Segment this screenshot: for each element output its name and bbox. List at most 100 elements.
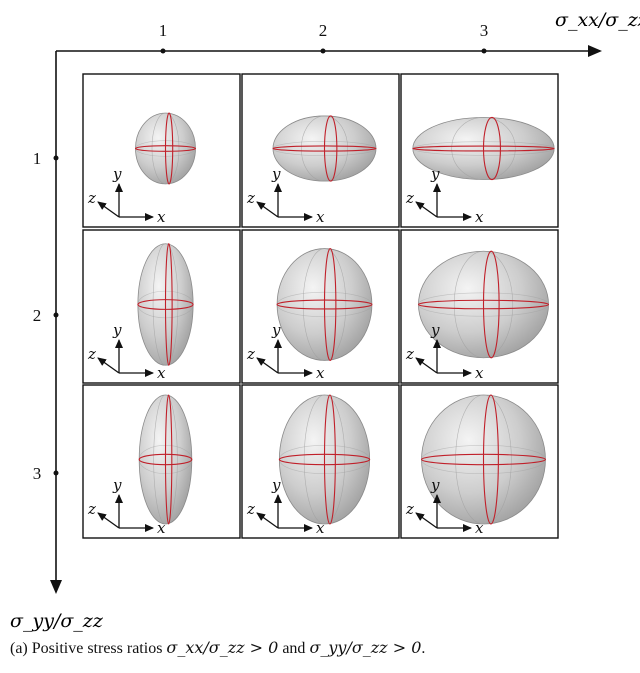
x-tick-dot [481, 48, 487, 54]
triad-y-label: y [430, 165, 440, 183]
triad-z-arrow [97, 512, 120, 529]
panel-3-1: x yz [82, 384, 241, 539]
y-tick-label-1: 1 [33, 149, 42, 168]
triad-z-arrow [256, 512, 279, 529]
mesh-line [303, 394, 346, 525]
triad-y-label: y [112, 321, 122, 339]
caption-suffix: . [421, 640, 426, 657]
meridian-curve [323, 394, 336, 525]
triad-y-label: y [430, 321, 440, 339]
mesh-line [153, 394, 178, 525]
coordinate-triad: x yz [405, 321, 484, 382]
triad-z-arrow [97, 357, 120, 374]
panel-2-3: x yz [400, 229, 559, 384]
y-tick-dot [53, 312, 59, 318]
meridian-curve [323, 248, 337, 361]
mesh-line [451, 117, 516, 180]
caption-expression-1: σ_xx/σ_zz > 0 [166, 638, 279, 657]
meridian-curve [164, 394, 173, 525]
triad-x-label: x [475, 208, 484, 226]
x-axis-ticks: 1 2 3 [159, 21, 488, 54]
caption-prefix: (a) Positive stress ratios [10, 640, 167, 657]
y-tick-label-2: 2 [33, 306, 42, 325]
triad-z-label: z [87, 345, 96, 363]
y-axis-ticks: 1 2 3 [33, 149, 59, 483]
triad-x-label: x [475, 519, 484, 537]
coordinate-triad: x yz [246, 476, 325, 537]
triad-y-label: y [271, 476, 281, 494]
meridian-curve [482, 116, 502, 181]
ellipsoid [417, 250, 550, 359]
triad-z-arrow [256, 357, 279, 374]
ellipsoid [412, 116, 555, 181]
coordinate-triad: x yz [405, 165, 484, 226]
panel-2-1: x yz [82, 229, 241, 384]
meridian-curve [323, 115, 338, 182]
triad-z-arrow [97, 201, 120, 218]
triad-z-label: z [405, 345, 414, 363]
triad-z-arrow [415, 512, 438, 529]
mesh-line [455, 394, 512, 525]
mesh-line [453, 250, 514, 359]
panel-1-2: x yz [241, 73, 400, 228]
mesh-line [301, 115, 348, 182]
triad-y-label: y [271, 321, 281, 339]
meridian-curve [482, 250, 500, 359]
triad-z-label: z [405, 500, 414, 518]
ellipsoid [276, 248, 373, 361]
caption-joiner: and [278, 640, 310, 657]
panel-3-3: x yz [400, 384, 559, 539]
ellipsoid [134, 112, 197, 185]
caption-expression-2: σ_yy/σ_zz > 0 [309, 638, 422, 657]
x-tick-label-1: 1 [159, 21, 168, 40]
y-tick-dot [53, 470, 59, 476]
ellipsoid [421, 394, 546, 525]
triad-z-arrow [415, 357, 438, 374]
triad-z-label: z [405, 189, 414, 207]
coordinate-triad: x yz [87, 321, 166, 382]
panel-3-2: x yz [241, 384, 400, 539]
x-tick-dot [160, 48, 166, 54]
triad-z-label: z [87, 500, 96, 518]
ellipsoid [278, 394, 371, 525]
triad-x-label: x [157, 364, 166, 382]
panel-1-3: x yz [400, 73, 559, 228]
triad-x-label: x [475, 364, 484, 382]
triad-z-label: z [246, 500, 255, 518]
triad-x-label: x [316, 519, 325, 537]
panel-1-1: x yz [82, 73, 241, 228]
triad-x-label: x [157, 519, 166, 537]
mesh-line [302, 248, 347, 361]
triad-y-label: y [430, 476, 440, 494]
ellipsoid [272, 115, 377, 182]
x-axis-title: σ_xx/σ_zz [555, 9, 640, 31]
y-axis-title: σ_yy/σ_zz [10, 610, 104, 632]
triad-z-arrow [256, 201, 279, 218]
coordinate-triad: x yz [87, 165, 166, 226]
triad-y-label: y [112, 476, 122, 494]
meridian-curve [164, 243, 173, 366]
ellipsoid [137, 243, 194, 366]
ellipsoid-grid-figure: 1 2 3 1 2 3 σ_xx/σ_zz σ_yy/σ_zz xyzxyzxy… [10, 9, 640, 632]
meridian-curve [164, 112, 174, 185]
mesh-line [152, 243, 179, 366]
mesh-line [151, 112, 180, 185]
triad-x-label: x [157, 208, 166, 226]
coordinate-triad: x yz [405, 476, 484, 537]
triad-z-label: z [246, 345, 255, 363]
triad-z-arrow [415, 201, 438, 218]
panel-2-2: x yz [241, 229, 400, 384]
triad-y-label: y [271, 165, 281, 183]
meridian-curve [482, 394, 499, 525]
x-tick-label-2: 2 [319, 21, 328, 40]
triad-y-label: y [112, 165, 122, 183]
ellipsoid [138, 394, 193, 525]
coordinate-triad: x yz [246, 165, 325, 226]
coordinate-triad: x yz [87, 476, 166, 537]
y-tick-label-3: 3 [33, 464, 42, 483]
triad-z-label: z [246, 189, 255, 207]
x-tick-dot [320, 48, 326, 54]
triad-z-label: z [87, 189, 96, 207]
coordinate-triad: x yz [246, 321, 325, 382]
